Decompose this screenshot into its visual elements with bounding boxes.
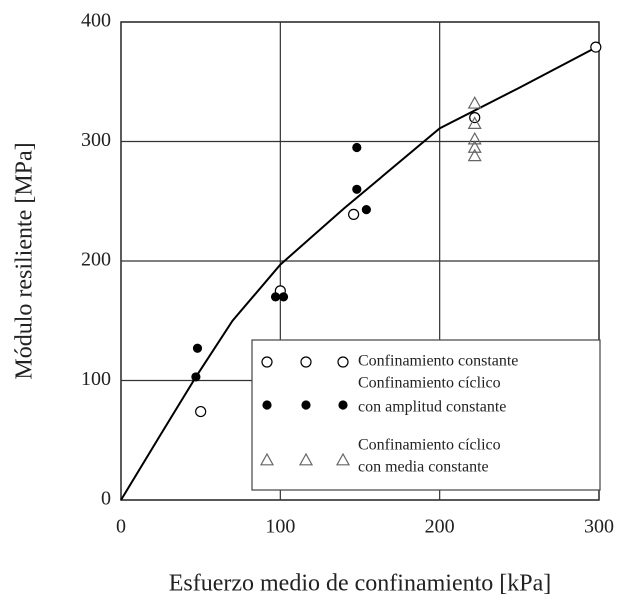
y-tick-label: 400 xyxy=(81,10,111,32)
fit-line xyxy=(120,45,600,501)
x-tick-label: 0 xyxy=(116,516,126,538)
point xyxy=(467,96,482,109)
point xyxy=(192,343,203,353)
x-tick-label: 300 xyxy=(584,516,614,538)
y-tick-label: 300 xyxy=(81,129,111,151)
legend-marker xyxy=(337,356,349,368)
legend-marker xyxy=(300,356,312,368)
x-tick-label: 200 xyxy=(425,516,455,538)
point xyxy=(467,131,482,145)
point xyxy=(467,148,482,162)
legend-marker xyxy=(262,400,272,410)
point xyxy=(270,292,281,302)
legend-marker xyxy=(301,400,311,410)
y-tick-label: 200 xyxy=(81,249,111,271)
point xyxy=(352,184,362,194)
legend-marker xyxy=(335,452,351,466)
legend-marker xyxy=(338,400,348,410)
legend-label: con media constante xyxy=(358,459,489,476)
y-tick-label: 100 xyxy=(81,368,111,390)
legend-marker xyxy=(259,452,275,466)
legend-marker xyxy=(298,452,314,466)
legend-label: Confinamiento constante xyxy=(358,353,518,370)
point xyxy=(348,208,360,220)
point xyxy=(361,205,371,215)
point xyxy=(467,140,482,153)
plot-frame xyxy=(120,21,600,501)
point xyxy=(195,405,207,418)
legend-marker xyxy=(261,356,273,368)
x-axis-label: Esfuerzo medio de confinamiento [kPa] xyxy=(169,571,552,597)
y-axis-label: Módulo resiliente [MPa] xyxy=(12,142,38,379)
legend-label: Confinamiento cíclico xyxy=(358,437,501,454)
point xyxy=(590,41,602,53)
point xyxy=(352,142,362,153)
point xyxy=(467,116,482,129)
legend-label: Confinamiento cíclico xyxy=(358,375,501,392)
y-tick-label: 0 xyxy=(101,488,111,510)
legend-label: con amplitud constante xyxy=(358,399,506,416)
point xyxy=(191,372,201,382)
x-tick-label: 100 xyxy=(265,516,295,538)
point xyxy=(278,292,289,302)
